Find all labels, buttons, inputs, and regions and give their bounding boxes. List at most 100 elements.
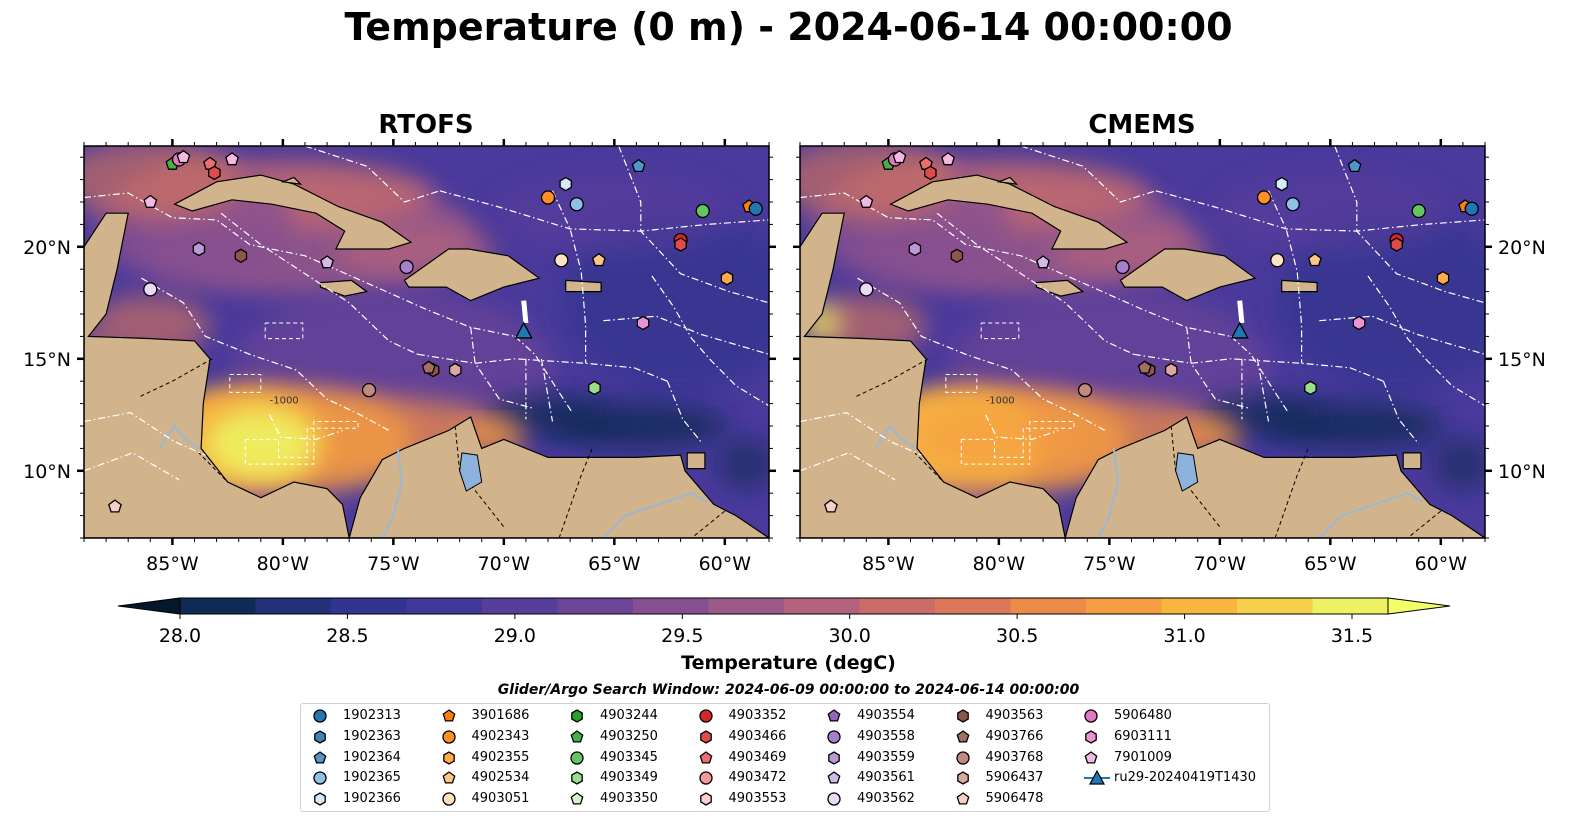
eez-boundary [985, 414, 1059, 441]
circle-legend-icon [698, 771, 713, 786]
lake-maracaibo [1175, 452, 1199, 492]
colorbar-tick-label: 30.0 [829, 625, 871, 647]
lon-tick-label: 80°W [257, 553, 310, 575]
eez-boundary [417, 353, 668, 382]
pentagon-legend-icon [1084, 750, 1098, 764]
hexagon-legend-icon [699, 792, 712, 806]
float-marker-7901009 [143, 194, 158, 208]
float-marker-1902366 [559, 176, 572, 192]
float-marker-4903766 [421, 360, 436, 374]
eez-boundary [470, 327, 533, 409]
circle-legend-icon [441, 792, 456, 806]
pentagon-legend-icon [699, 750, 712, 764]
colorbar-segment [331, 598, 408, 614]
land-polygon [1281, 279, 1318, 293]
float-marker-5906437 [1164, 362, 1178, 378]
colorbar-segment [935, 598, 1012, 614]
float-marker-4903559 [908, 241, 922, 257]
float-marker-4903466 [674, 237, 687, 252]
colorbar-segment [1010, 598, 1087, 614]
float-marker-4903559 [192, 241, 206, 257]
eez-boundary [540, 358, 554, 422]
legend-label: 4903559 [857, 749, 915, 765]
map-frame-rtofs [83, 145, 770, 539]
float-marker-4902343 [540, 190, 556, 205]
eez-boundary [1155, 190, 1485, 232]
float-marker-4903561 [1036, 255, 1050, 269]
float-marker-4903558 [399, 259, 414, 275]
legend-label: 4903244 [600, 708, 658, 723]
float-marker-4902355 [720, 270, 734, 286]
land-polygon [686, 452, 706, 470]
lon-tick-label: 85°W [146, 553, 199, 575]
lat-tick-label: 15°N [1498, 349, 1546, 371]
float-marker-7901009 [892, 149, 907, 164]
pentagon-legend-icon [313, 750, 327, 764]
land-polygon [565, 279, 602, 293]
float-marker-4903562 [143, 282, 158, 297]
float-marker-4903051 [554, 253, 569, 268]
hexagon-legend-icon [571, 709, 583, 723]
glider-marker [1230, 321, 1249, 339]
circle-legend-icon [698, 709, 713, 723]
land-polygon [173, 174, 413, 250]
lon-tick-label: 80°W [973, 553, 1026, 575]
float-marker-4903349 [588, 380, 601, 396]
legend-label: 5906480 [1114, 708, 1172, 723]
colorbar-segment [1312, 598, 1389, 614]
lon-tick-label: 75°W [1083, 553, 1136, 575]
land-polygon [280, 176, 303, 185]
circle-legend-icon [570, 750, 584, 765]
colorbar-tick-label: 28.0 [159, 625, 201, 647]
colorbar-segment [180, 598, 257, 614]
lon-tick-label: 60°W [699, 553, 752, 575]
pentagon-legend-icon [442, 709, 455, 722]
colorbar-segment [557, 598, 634, 614]
eez-boundary [1020, 146, 1156, 203]
eez-boundary [141, 277, 390, 432]
colorbar-segment [1237, 598, 1314, 614]
pentagon-legend-icon [956, 792, 969, 805]
float-marker-4903558 [1115, 259, 1130, 275]
eez-boundary [800, 192, 1232, 337]
eez-boundary [1382, 380, 1420, 445]
map-panel-rtofs: -1000 85°W 80°W 75°W 70°W 65°W 60°W 20°N 15°N 10°… [23, 139, 1546, 575]
eez-boundary [800, 452, 896, 481]
float-marker-4903768 [1077, 383, 1093, 398]
eez-boundary [651, 275, 769, 407]
map-area-cmems: -1000 [800, 146, 1485, 538]
hexagon-legend-icon [571, 771, 583, 786]
hexagon-legend-icon [314, 730, 326, 744]
hexagon-legend-icon [956, 709, 969, 723]
lon-tick-label: 85°W [862, 553, 915, 575]
float-marker-4902355 [1436, 270, 1450, 286]
colorbar-tick-label: 28.5 [326, 625, 368, 647]
legend-label: 5906478 [985, 791, 1044, 807]
eez-boundary [1367, 275, 1485, 407]
colorbar-tick-label: 31.0 [1163, 625, 1205, 647]
land-polygon [800, 146, 1066, 538]
hexagon-legend-icon [699, 730, 712, 744]
legend-label: 4903558 [857, 728, 915, 744]
eez-boundary [1133, 353, 1384, 382]
legend-label: 4902534 [471, 770, 530, 786]
panel-title-rtofs: RTOFS [378, 110, 474, 140]
glider-marker [514, 321, 533, 339]
pentagon-legend-icon [827, 771, 841, 784]
circle-legend-icon [955, 750, 970, 765]
eez-boundary [269, 414, 343, 441]
glider-track [521, 300, 529, 324]
colorbar-segment [406, 598, 483, 614]
float-marker-1902364 [1347, 158, 1362, 173]
land-polygon [1035, 279, 1085, 297]
hexagon-legend-icon [442, 750, 455, 765]
legend-label: 4903051 [471, 791, 530, 807]
eez-boundary [800, 411, 922, 456]
float-marker-5906437 [448, 362, 462, 378]
float-marker-1902313 [1464, 201, 1479, 216]
legend-label: 4902355 [471, 749, 530, 765]
land-polygon [403, 248, 541, 302]
float-marker-4903561 [320, 255, 334, 269]
float-marker-7901009 [176, 149, 191, 164]
lon-tick-label: 60°W [1415, 553, 1468, 575]
